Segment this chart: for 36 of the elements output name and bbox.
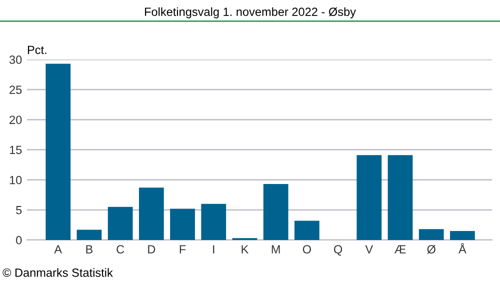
x-tick-label: F xyxy=(180,245,186,254)
bar xyxy=(46,64,71,240)
bar xyxy=(108,206,133,240)
x-tick-label: Æ xyxy=(394,245,406,254)
y-tick-label: 0 xyxy=(16,236,22,244)
bar xyxy=(76,230,102,240)
y-tick-label: 10 xyxy=(10,176,22,184)
y-tick-label: 15 xyxy=(10,146,22,154)
bar xyxy=(294,220,320,240)
x-tick-label: D xyxy=(148,245,156,254)
x-tick-label: V xyxy=(365,245,374,254)
x-tick-label: Ø xyxy=(427,244,436,254)
x-tick-label: Å xyxy=(458,243,466,254)
x-tick-label: O xyxy=(302,245,311,254)
x-tick-label: C xyxy=(116,245,124,254)
x-tick-label: B xyxy=(86,245,93,254)
y-tick-label: 30 xyxy=(9,56,22,64)
y-axis-title: Pct. xyxy=(28,46,46,54)
bar xyxy=(418,229,444,240)
y-tick-label: 5 xyxy=(16,206,22,214)
y-tick-label: 25 xyxy=(10,86,22,94)
text: © Danmarks Statistik xyxy=(2,268,113,277)
bar xyxy=(388,155,413,240)
bar xyxy=(263,184,288,240)
x-tick-label: M xyxy=(272,245,280,254)
x-tick-label: Q xyxy=(334,245,342,256)
bar xyxy=(356,155,382,240)
bar xyxy=(138,188,164,240)
x-tick-label: I xyxy=(213,245,214,254)
y-tick-label: 20 xyxy=(10,116,22,124)
bar xyxy=(450,230,475,240)
chart-title: Folketingsvalg 1. november 2022 - Øsby xyxy=(145,7,356,18)
bar xyxy=(170,208,195,240)
x-tick-label: K xyxy=(242,245,249,254)
x-tick-label: A xyxy=(54,245,62,254)
bar xyxy=(201,204,226,240)
